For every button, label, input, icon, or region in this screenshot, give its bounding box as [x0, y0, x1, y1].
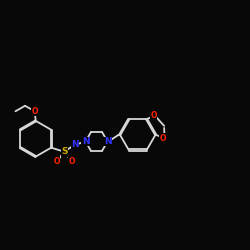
Text: O: O — [159, 134, 166, 142]
Text: O: O — [54, 156, 60, 166]
Text: S: S — [61, 147, 68, 156]
Text: O: O — [68, 156, 75, 166]
Text: O: O — [150, 111, 157, 120]
Text: N: N — [72, 140, 79, 149]
Text: N: N — [104, 137, 111, 146]
Text: O: O — [32, 107, 38, 116]
Text: N: N — [82, 137, 89, 146]
